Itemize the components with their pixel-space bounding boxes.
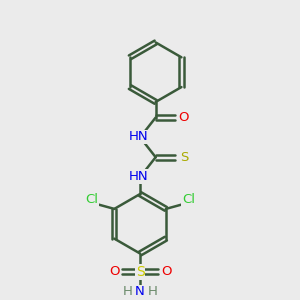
Text: O: O xyxy=(161,266,171,278)
Text: HN: HN xyxy=(129,130,148,143)
Text: Cl: Cl xyxy=(182,193,195,206)
Text: O: O xyxy=(178,111,188,124)
Text: Cl: Cl xyxy=(85,193,98,206)
Text: S: S xyxy=(180,151,188,164)
Text: HN: HN xyxy=(129,170,148,183)
Text: H: H xyxy=(148,285,158,298)
Text: H: H xyxy=(122,285,132,298)
Text: O: O xyxy=(109,266,119,278)
Text: S: S xyxy=(136,265,145,279)
Text: N: N xyxy=(135,285,145,298)
